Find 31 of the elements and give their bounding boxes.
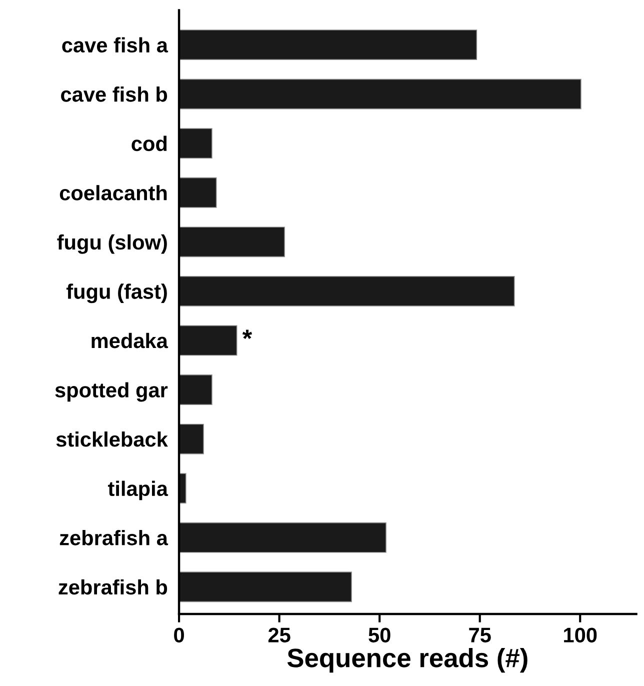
x-tick-label: 100 [564, 628, 597, 642]
y-tick-label: fugu (fast) [66, 284, 167, 304]
y-tick-label: tilapia [108, 480, 168, 500]
x-axis-title: Sequence reads (#) [287, 648, 528, 673]
annotation: * [242, 330, 252, 340]
y-tick-label: coelacanth [60, 185, 167, 200]
bar [179, 226, 285, 258]
y-tick-label: medaka [92, 332, 168, 348]
y-tick-label: stickleback [56, 431, 168, 447]
bar [179, 325, 238, 356]
x-tick-label: 0 [174, 628, 184, 642]
x-tick-label: 25 [268, 628, 290, 642]
y-tick-label: cave fish b [61, 86, 168, 102]
bar [179, 78, 582, 110]
x-tick-label: 75 [469, 628, 491, 642]
y-tick-label: cave fish a [62, 37, 168, 53]
bar [179, 276, 515, 306]
y-tick-label: zebrafish b [58, 579, 168, 595]
bar [179, 572, 352, 602]
bar [179, 30, 478, 60]
y-tick-label: cod [132, 136, 167, 152]
bar [179, 177, 217, 208]
bar [179, 128, 212, 159]
y-tick-label: spotted gar [55, 382, 168, 402]
bar [179, 473, 186, 504]
y-tick-label: fugu (slow) [57, 234, 167, 254]
bar [179, 374, 212, 405]
bar [179, 522, 386, 553]
bar [179, 424, 204, 454]
y-tick-label: zebrafish a [60, 530, 168, 546]
x-tick-label: 50 [368, 628, 390, 642]
